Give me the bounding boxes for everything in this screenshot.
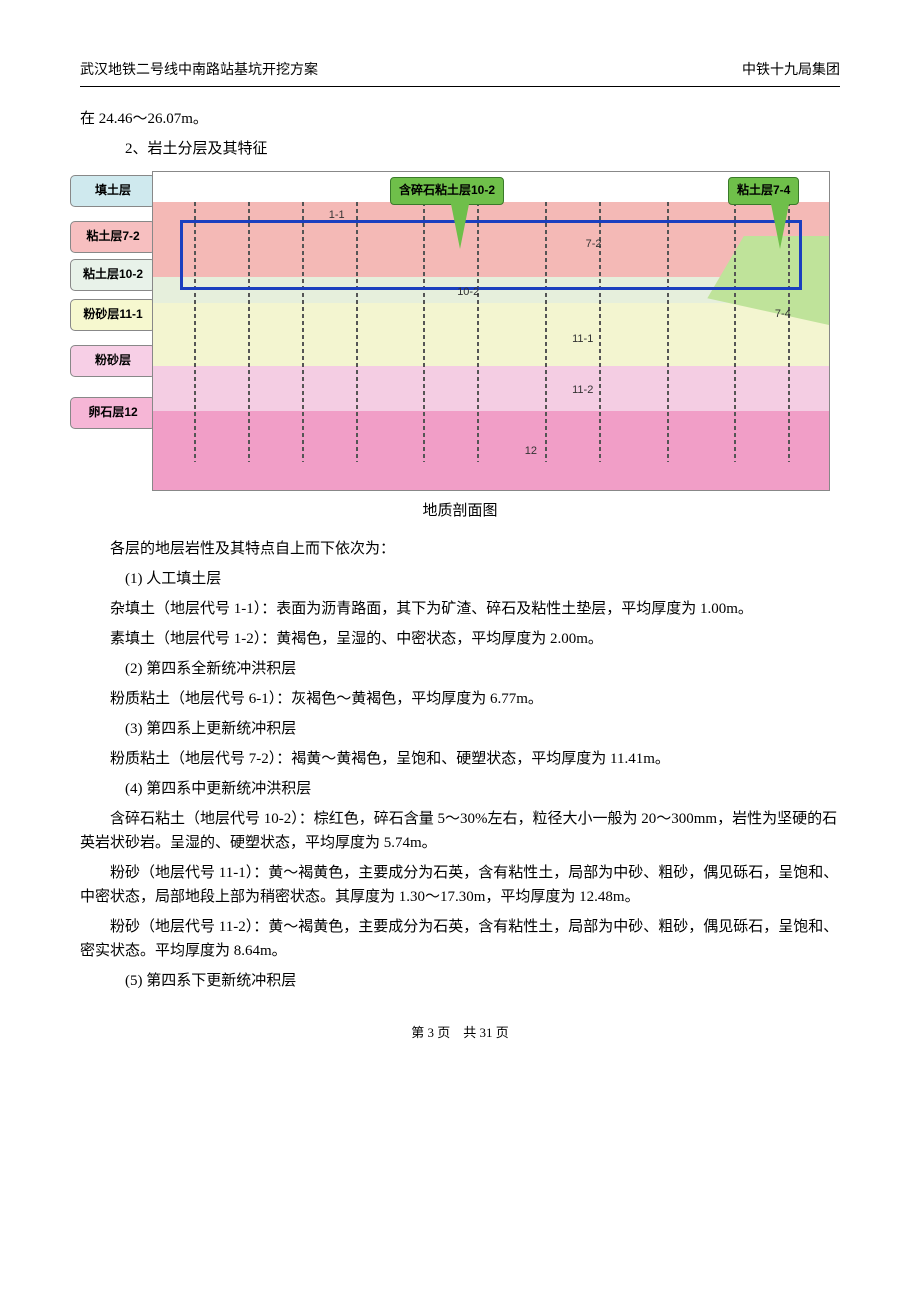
geological-cross-section-figure: 填土层粘土层7-2 粘土层10-2 粉砂层11-1 粉砂层卵石层12 1-1 7-2 10… bbox=[70, 171, 830, 491]
sec-5-heading: (5) 第四系下更新统冲积层 bbox=[80, 969, 840, 993]
strata-id-label: 10-2 bbox=[457, 284, 479, 302]
strata-id-label: 11-1 bbox=[572, 331, 593, 349]
strata-label: 粉砂层 bbox=[70, 345, 156, 376]
header-right: 中铁十九局集团 bbox=[742, 60, 840, 82]
strata-label: 填土层 bbox=[70, 175, 156, 206]
strata-id-label: 11-2 bbox=[572, 382, 593, 400]
callout-pointer-icon bbox=[450, 199, 470, 249]
header-left: 武汉地铁二号线中南路站基坑开挖方案 bbox=[80, 60, 318, 82]
strata-id-label: 7-4 bbox=[775, 306, 791, 324]
strata-id-label: 7-2 bbox=[586, 236, 602, 254]
body-intro: 各层的地层岩性及其特点自上而下依次为： bbox=[80, 537, 840, 561]
strata-label: 粉砂层11-1 bbox=[70, 299, 156, 330]
page-footer: 第 3 页 共 31 页 bbox=[80, 1023, 840, 1044]
strata-id-label: 12 bbox=[525, 443, 537, 461]
intro-line-1: 在 24.46～26.07m。 bbox=[80, 107, 840, 131]
strata-id-label: 1-1 bbox=[329, 207, 345, 225]
sec-4-heading: (4) 第四系中更新统冲洪积层 bbox=[80, 777, 840, 801]
sec-4-p2: 粉砂（地层代号 11-1）：黄～褐黄色，主要成分为石英，含有粘性土，局部为中砂、… bbox=[80, 861, 840, 909]
callout-pointer-icon bbox=[770, 199, 790, 249]
figure-caption: 地质剖面图 bbox=[80, 499, 840, 523]
page-header: 武汉地铁二号线中南路站基坑开挖方案 中铁十九局集团 bbox=[80, 60, 840, 87]
sec-2-heading: (2) 第四系全新统冲洪积层 bbox=[80, 657, 840, 681]
cross-section-panel: 1-1 7-2 10-2 11-1 11-2 12 7-4 bbox=[152, 171, 830, 491]
callout-label: 含碎石粘土层10-2 bbox=[390, 177, 504, 204]
strata-label: 粘土层10-2 bbox=[70, 259, 156, 290]
sec-3-p1: 粉质粘土（地层代号 7-2）：褐黄～黄褐色，呈饱和、硬塑状态，平均厚度为 11.… bbox=[80, 747, 840, 771]
foundation-pit-outline bbox=[180, 220, 802, 290]
sec-1-heading: (1) 人工填土层 bbox=[80, 567, 840, 591]
sec-1-p1: 杂填土（地层代号 1-1）：表面为沥青路面，其下为矿渣、碎石及粘性土垫层，平均厚… bbox=[80, 597, 840, 621]
section-title-2: 2、岩土分层及其特征 bbox=[80, 137, 840, 161]
sec-3-heading: (3) 第四系上更新统冲积层 bbox=[80, 717, 840, 741]
sec-4-p1: 含碎石粘土（地层代号 10-2）：棕红色，碎石含量 5～30%左右，粒径大小一般… bbox=[80, 807, 840, 855]
sec-4-p3: 粉砂（地层代号 11-2）：黄～褐黄色，主要成分为石英，含有粘性土，局部为中砂、… bbox=[80, 915, 840, 963]
strata-label: 卵石层12 bbox=[70, 397, 156, 428]
strata-label: 粘土层7-2 bbox=[70, 221, 156, 252]
sec-1-p2: 素填土（地层代号 1-2）：黄褐色，呈湿的、中密状态，平均厚度为 2.00m。 bbox=[80, 627, 840, 651]
sec-2-p1: 粉质粘土（地层代号 6-1）：灰褐色～黄褐色，平均厚度为 6.77m。 bbox=[80, 687, 840, 711]
